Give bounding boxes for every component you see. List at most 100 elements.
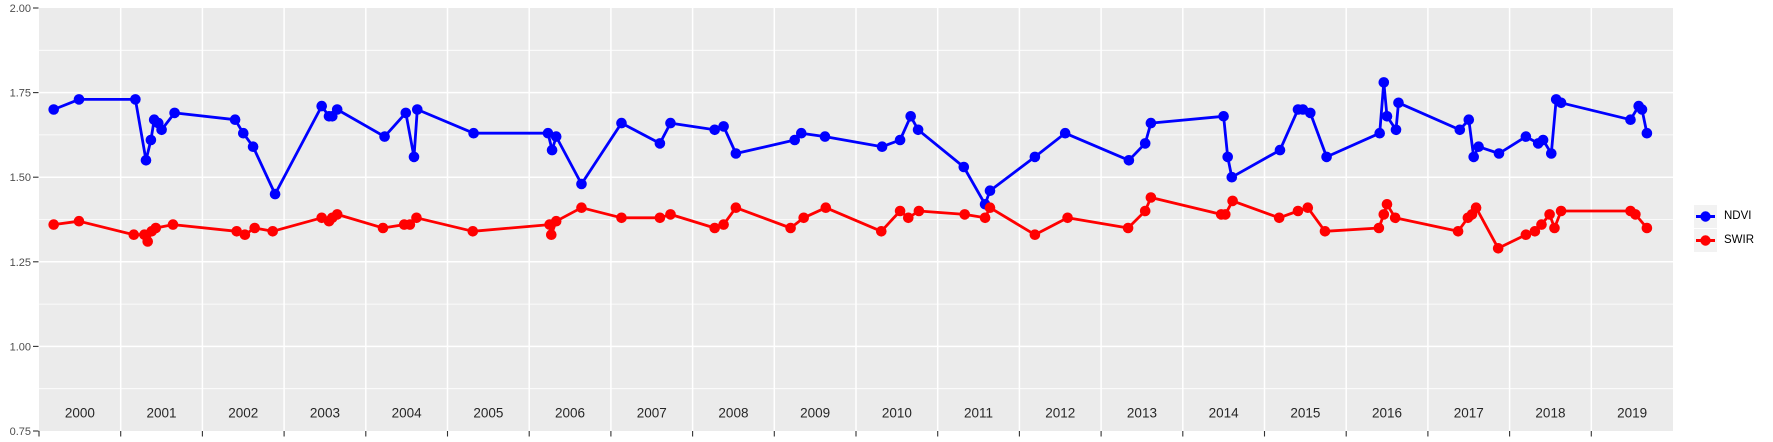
- ndvi-point: [1625, 114, 1636, 125]
- x-year-label: 2009: [800, 406, 830, 421]
- swir-point: [984, 202, 996, 213]
- swir-point: [1529, 226, 1541, 237]
- x-year-label: 2002: [228, 406, 258, 421]
- swir-point: [894, 205, 906, 217]
- swir-point: [1373, 222, 1385, 234]
- swir-point: [546, 229, 557, 240]
- swir-point: [128, 229, 140, 240]
- swir-point: [267, 226, 279, 237]
- ndvi-point: [576, 178, 587, 190]
- ndvi-point: [1473, 141, 1484, 152]
- ndvi-point: [789, 134, 800, 146]
- ndvi-point: [654, 138, 666, 149]
- ndvi-point: [958, 161, 970, 173]
- swir-point: [1302, 202, 1314, 213]
- x-year-label: 2010: [882, 406, 912, 421]
- ndvi-point: [412, 104, 423, 115]
- ndvi-point: [408, 151, 420, 163]
- swir-point: [1292, 205, 1304, 217]
- swir-point: [616, 212, 627, 224]
- ndvi-point: [1546, 148, 1557, 159]
- y-tick-label: 1.00: [10, 341, 31, 353]
- ndvi-point: [984, 185, 996, 196]
- swir-point: [150, 222, 162, 234]
- ndvi-point: [1393, 97, 1404, 109]
- legend-label-ndvi: NDVI: [1724, 210, 1752, 222]
- ndvi-point: [316, 100, 328, 112]
- ndvi-point: [912, 124, 924, 136]
- ndvi-point: [1139, 138, 1151, 149]
- ndvi-key-point-icon: [1700, 211, 1711, 222]
- x-year-label: 2003: [310, 406, 340, 421]
- ndvi-point: [1454, 124, 1466, 136]
- swir-point: [231, 226, 242, 237]
- swir-point: [1630, 209, 1641, 220]
- x-year-label: 2016: [1372, 406, 1402, 421]
- ndvi-point: [1493, 148, 1505, 159]
- x-year-label: 2005: [473, 406, 503, 421]
- swir-point: [1062, 212, 1073, 224]
- ndvi-point: [905, 111, 916, 122]
- swir-point: [820, 202, 832, 213]
- ndvi-point: [73, 94, 85, 105]
- swir-point: [1544, 209, 1555, 220]
- ndvi-point: [665, 117, 676, 129]
- swir-point: [550, 215, 562, 227]
- legend-entry-swir: SWIR: [1694, 229, 1754, 252]
- swir-point: [785, 222, 796, 234]
- ndvi-point: [876, 141, 888, 152]
- swir-point: [913, 205, 925, 217]
- swir-point: [331, 209, 343, 220]
- ndvi-point: [1305, 107, 1316, 119]
- y-tick-label: 0.75: [10, 426, 31, 438]
- swir-point: [1555, 205, 1567, 217]
- ndvi-point: [1468, 151, 1479, 163]
- legend-label-swir: SWIR: [1724, 234, 1755, 246]
- ndvi-point: [1059, 127, 1071, 139]
- swir-point: [411, 212, 422, 224]
- x-year-label: 2007: [637, 406, 667, 421]
- swir-point: [979, 212, 991, 224]
- swir-point: [1227, 195, 1238, 207]
- ndvi-point: [1463, 114, 1475, 125]
- ndvi-point: [1636, 104, 1648, 115]
- swir-point: [48, 219, 59, 230]
- swir-point: [1378, 209, 1390, 220]
- ndvi-point: [269, 188, 281, 200]
- swir-point: [959, 209, 970, 220]
- x-year-label: 2008: [718, 406, 748, 421]
- swir-point: [718, 219, 729, 230]
- ndvi-point: [616, 117, 627, 129]
- swir-point: [1470, 202, 1482, 213]
- ndvi-point: [709, 124, 720, 136]
- ndvi-point: [229, 114, 241, 125]
- x-year-label: 2019: [1617, 406, 1647, 421]
- ndvi-point: [718, 121, 729, 132]
- swir-point: [1549, 222, 1560, 234]
- swir-series: [48, 192, 1653, 254]
- x-year-label: 2017: [1454, 406, 1484, 421]
- swir-point: [1139, 205, 1151, 217]
- swir-point: [1029, 229, 1041, 240]
- swir-point: [249, 222, 260, 234]
- ndvi-point: [1374, 127, 1385, 139]
- ndvi-point: [130, 94, 141, 105]
- swir-point: [1452, 226, 1464, 237]
- ndvi-point: [1378, 77, 1390, 88]
- ndvi-point: [379, 131, 390, 142]
- swir-point: [1220, 209, 1231, 220]
- swir-point: [467, 226, 479, 237]
- ndvi-point: [1381, 111, 1393, 122]
- y-tick-label: 1.25: [10, 257, 31, 269]
- swir-point: [903, 212, 914, 224]
- legend-key-ndvi-icon: [1694, 205, 1717, 228]
- x-year-label: 2014: [1209, 406, 1240, 421]
- y-tick-label: 2.00: [10, 3, 31, 15]
- ndvi-point: [1218, 111, 1229, 122]
- swir-point: [167, 219, 179, 230]
- ndvi-point: [1274, 144, 1286, 156]
- swir-point: [1492, 243, 1504, 254]
- x-year-label: 2015: [1290, 406, 1320, 421]
- major-v-gridlines: [119, 8, 1593, 431]
